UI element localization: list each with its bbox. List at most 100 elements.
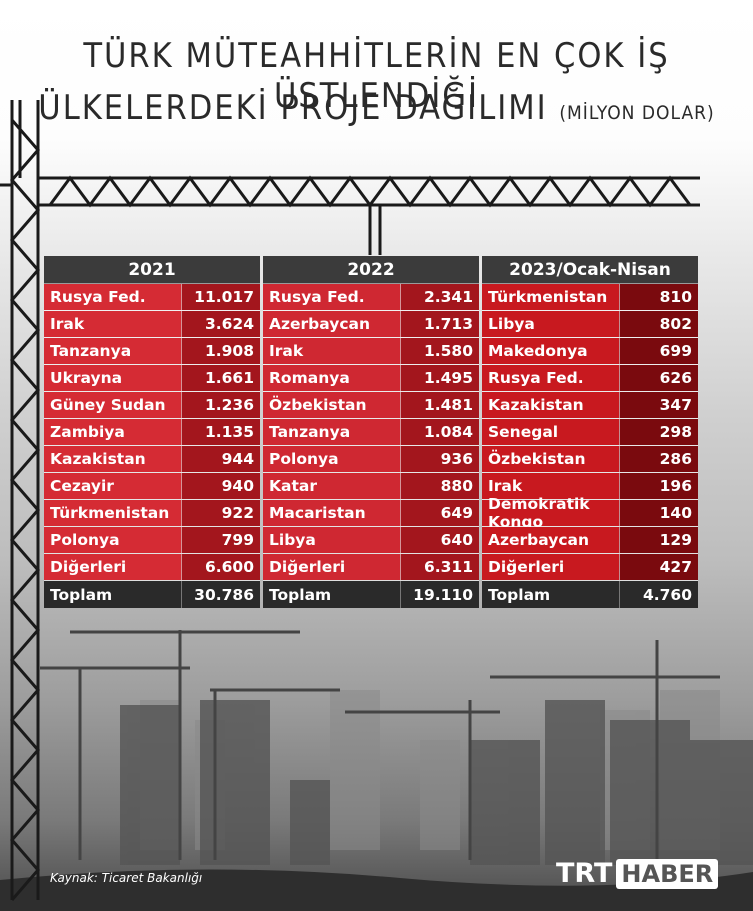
country-cell: Ukrayna: [44, 365, 181, 391]
value-cell: 3.624: [181, 311, 260, 337]
country-cell: Demokratik Kongo: [482, 495, 619, 531]
country-cell: Diğerleri: [263, 554, 400, 580]
country-cell: Irak: [44, 311, 181, 337]
country-cell: Macaristan: [263, 500, 400, 526]
table-row: Diğerleri 6.311: [263, 554, 479, 581]
table-row: Makedonya 699: [482, 338, 698, 365]
title-unit: (MİLYON DOLAR): [559, 102, 715, 124]
main-crane: [0, 100, 700, 901]
country-cell: Kazakistan: [44, 446, 181, 472]
background-cranes: [40, 630, 720, 860]
country-cell: Irak: [263, 338, 400, 364]
column-0: 2021 Rusya Fed. 11.017 Irak 3.624 Tanzanya 1.9…: [44, 256, 260, 608]
value-cell: 196: [619, 473, 698, 499]
table-row: Libya 640: [263, 527, 479, 554]
value-cell: 1.713: [400, 311, 479, 337]
value-cell: 347: [619, 392, 698, 418]
value-cell: 1.481: [400, 392, 479, 418]
value-cell: 699: [619, 338, 698, 364]
value-cell: 298: [619, 419, 698, 445]
table-row: Tanzanya 1.084: [263, 419, 479, 446]
value-cell: 1.661: [181, 365, 260, 391]
country-cell: Polonya: [263, 446, 400, 472]
total-value: 4.760: [619, 581, 698, 608]
country-cell: Güney Sudan: [44, 392, 181, 418]
value-cell: 1.236: [181, 392, 260, 418]
value-cell: 944: [181, 446, 260, 472]
country-cell: Rusya Fed.: [263, 284, 400, 310]
table-row: Güney Sudan 1.236: [44, 392, 260, 419]
table-row: Irak 3.624: [44, 311, 260, 338]
column-header: 2023/Ocak-Nisan: [482, 256, 698, 284]
country-cell: Rusya Fed.: [482, 365, 619, 391]
table-row: Rusya Fed. 2.341: [263, 284, 479, 311]
value-cell: 129: [619, 527, 698, 553]
value-cell: 1.084: [400, 419, 479, 445]
value-cell: 1.908: [181, 338, 260, 364]
table-row: Özbekistan 286: [482, 446, 698, 473]
column-header: 2022: [263, 256, 479, 284]
table-row: Macaristan 649: [263, 500, 479, 527]
city-silhouette-near: [120, 700, 753, 865]
table-row: Irak 196: [482, 473, 698, 500]
value-cell: 6.311: [400, 554, 479, 580]
table-row: Senegal 298: [482, 419, 698, 446]
logo-trt: TRT: [556, 858, 613, 889]
country-cell: Azerbaycan: [482, 527, 619, 553]
value-cell: 802: [619, 311, 698, 337]
total-label: Toplam: [50, 585, 113, 604]
value-cell: 810: [619, 284, 698, 310]
total-row: Toplam 30.786: [44, 581, 260, 608]
ground: [0, 869, 753, 911]
table-row: Türkmenistan 810: [482, 284, 698, 311]
table-row: Diğerleri 427: [482, 554, 698, 581]
value-cell: 936: [400, 446, 479, 472]
country-cell: Tanzanya: [44, 338, 181, 364]
table-row: Ukrayna 1.661: [44, 365, 260, 392]
value-cell: 1.580: [400, 338, 479, 364]
table-row: Rusya Fed. 626: [482, 365, 698, 392]
table-row: Kazakistan 944: [44, 446, 260, 473]
value-cell: 1.495: [400, 365, 479, 391]
table-row: Zambiya 1.135: [44, 419, 260, 446]
country-cell: Makedonya: [482, 338, 619, 364]
value-cell: 2.341: [400, 284, 479, 310]
country-cell: Cezayir: [44, 473, 181, 499]
total-row: Toplam 4.760: [482, 581, 698, 608]
country-cell: Libya: [263, 527, 400, 553]
country-cell: Senegal: [482, 419, 619, 445]
value-cell: 286: [619, 446, 698, 472]
value-cell: 799: [181, 527, 260, 553]
value-cell: 11.017: [181, 284, 260, 310]
country-cell: Özbekistan: [482, 446, 619, 472]
table-row: Demokratik Kongo 140: [482, 495, 698, 531]
column-1: 2022 Rusya Fed. 2.341 Azerbaycan 1.713 Irak 1.…: [263, 256, 479, 608]
value-cell: 922: [181, 500, 260, 526]
value-cell: 649: [400, 500, 479, 526]
table-row: Azerbaycan 1.713: [263, 311, 479, 338]
value-cell: 880: [400, 473, 479, 499]
column-2: 2023/Ocak-Nisan Türkmenistan 810 Libya 802 Ma…: [482, 256, 698, 608]
table-row: Cezayir 940: [44, 473, 260, 500]
value-cell: 640: [400, 527, 479, 553]
column-header: 2021: [44, 256, 260, 284]
table-row: Türkmenistan 922: [44, 500, 260, 527]
country-cell: Katar: [263, 473, 400, 499]
country-cell: Libya: [482, 311, 619, 337]
table-row: Azerbaycan 129: [482, 527, 698, 554]
country-cell: Tanzanya: [263, 419, 400, 445]
country-cell: Polonya: [44, 527, 181, 553]
country-cell: Romanya: [263, 365, 400, 391]
trt-haber-logo: TRT HABER: [556, 858, 719, 889]
table-row: Romanya 1.495: [263, 365, 479, 392]
table-row: Irak 1.580: [263, 338, 479, 365]
total-row: Toplam 19.110: [263, 581, 479, 608]
country-cell: Özbekistan: [263, 392, 400, 418]
country-cell: Zambiya: [44, 419, 181, 445]
logo-haber: HABER: [616, 858, 719, 889]
title-line-2: ÜLKELERDEKİ PROJE DAĞILIMI (MİLYON DOLAR…: [0, 88, 753, 128]
source-note: Kaynak: Ticaret Bakanlığı: [50, 871, 203, 885]
country-cell: Azerbaycan: [263, 311, 400, 337]
table-row: Libya 802: [482, 311, 698, 338]
